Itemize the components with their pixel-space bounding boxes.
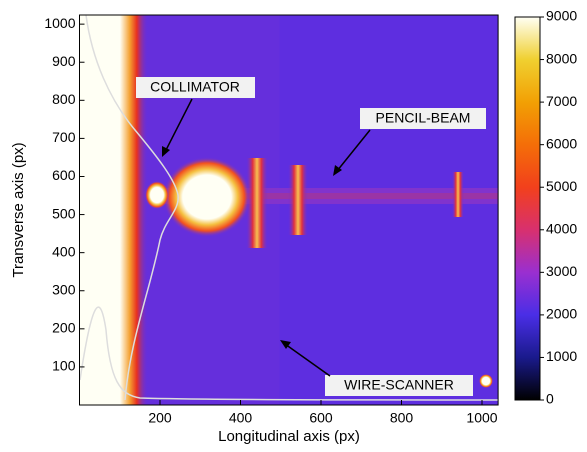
annotation: COLLIMATOR PENCIL-BEAM WIRE-SCANNER [136, 77, 486, 396]
y-tick-label: 100 [52, 358, 76, 374]
colorbar-tick-label: 7000 [546, 93, 577, 109]
y-axis-label: Transverse axis (px) [10, 142, 27, 277]
plot-frame [79, 14, 499, 406]
colorbar-tick-label: 9000 [546, 8, 577, 24]
y-tick-label: 600 [52, 167, 76, 183]
colorbar-tick-label: 1000 [546, 348, 577, 364]
y-tick-label: 900 [52, 53, 76, 69]
colorbar-tick-label: 0 [546, 391, 554, 407]
y-tick-label: 300 [52, 281, 76, 297]
colorbar-tick-label: 3000 [546, 263, 577, 279]
y-tick-label: 1000 [44, 15, 75, 31]
x-tick-label: 1000 [466, 410, 497, 426]
y-tick-label: 500 [52, 205, 76, 221]
colorbar [514, 16, 541, 401]
colorbar-tick-label: 8000 [546, 50, 577, 66]
x-axis-label: Longitudinal axis (px) [218, 428, 360, 445]
annotation-label: PENCIL-BEAM [376, 110, 471, 126]
x-tick-label: 400 [229, 410, 253, 426]
x-tick-label: 600 [309, 410, 333, 426]
y-tick-label: 400 [52, 243, 76, 259]
x-tick-label: 200 [148, 410, 172, 426]
y-tick-label: 700 [52, 129, 76, 145]
colorbar-tick-label: 4000 [546, 220, 577, 236]
y-tick-label: 200 [52, 320, 76, 336]
x-tick-label: 800 [390, 410, 414, 426]
colorbar-tick-label: 6000 [546, 135, 577, 151]
colorbar-tick-label: 2000 [546, 306, 577, 322]
annotation-label: WIRE-SCANNER [344, 377, 454, 393]
annotation-label: COLLIMATOR [150, 79, 240, 95]
y-tick-label: 800 [52, 91, 76, 107]
colorbar-tick-label: 5000 [546, 178, 577, 194]
